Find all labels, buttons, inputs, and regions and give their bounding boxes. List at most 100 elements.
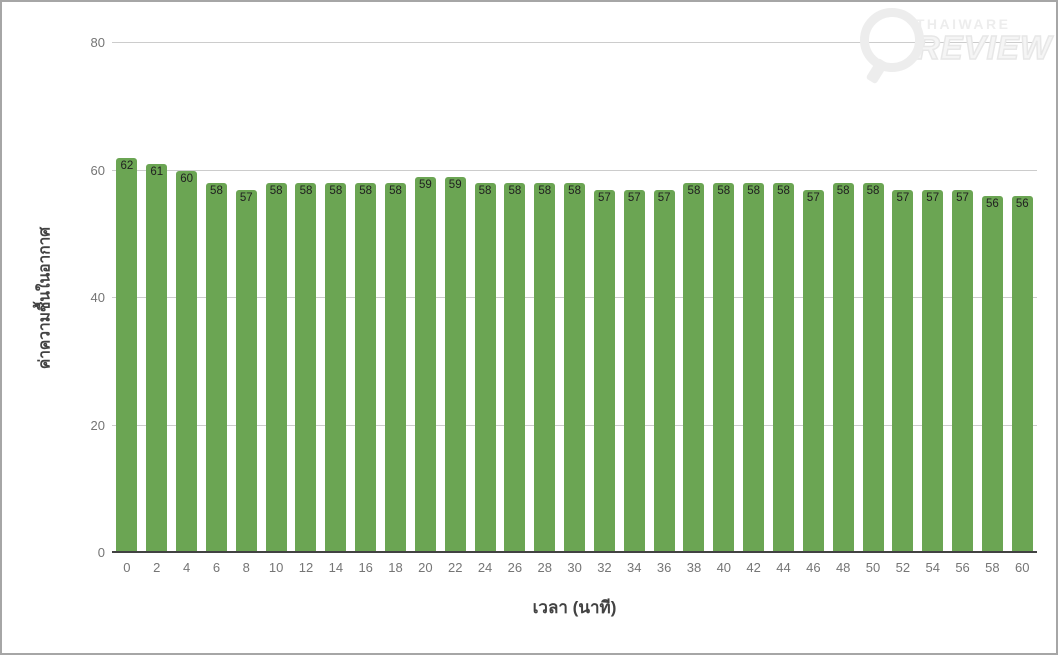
bar-x-24: 58	[474, 183, 496, 553]
x-tick-label: 0	[123, 560, 131, 575]
bar-x-18: 58	[385, 183, 407, 553]
y-tick-label: 20	[90, 417, 105, 433]
bar-value-label: 56	[1015, 198, 1029, 210]
bar-value-label: 58	[568, 185, 581, 198]
x-tick-label: 36	[656, 560, 672, 575]
watermark-brand-name: THAIWARE	[915, 15, 1011, 32]
bar-x-48: 58	[832, 183, 854, 553]
bar-value-label: 58	[478, 185, 492, 198]
bar-value-label: 56	[985, 198, 999, 210]
bar-x-60: 56	[1011, 196, 1033, 553]
y-tick-label: 60	[90, 162, 105, 178]
bar-slot: 60	[172, 43, 202, 553]
bar-value-label: 57	[598, 191, 611, 204]
bar-x-22: 59	[444, 176, 466, 553]
x-tick-label: 12	[298, 560, 314, 575]
bar-slot: 58	[321, 43, 351, 553]
x-tick-label: 40	[716, 560, 732, 575]
bar-x-26: 58	[504, 183, 526, 553]
bar-value-label: 57	[657, 191, 671, 204]
x-tick-label: 30	[567, 560, 582, 575]
bar-x-12: 58	[295, 183, 317, 553]
bar-slot: 58	[858, 43, 888, 553]
bar-slot: 58	[709, 43, 739, 553]
bar-x-0: 62	[116, 157, 138, 553]
bar-slot: 58	[530, 43, 560, 553]
bar-value-label: 57	[806, 191, 820, 204]
x-tick-label: 32	[597, 560, 612, 575]
bar-value-label: 60	[180, 172, 193, 185]
bar-value-label: 58	[299, 185, 313, 198]
bar-slot: 58	[769, 43, 799, 553]
bar-x-44: 58	[772, 183, 794, 553]
x-tick-label: 22	[447, 560, 463, 575]
bar-value-label: 57	[627, 191, 641, 204]
bar-slot: 57	[231, 43, 261, 553]
bar-value-label: 58	[866, 185, 880, 198]
bar-x-30: 58	[564, 183, 586, 553]
bar-value-label: 58	[538, 185, 552, 198]
x-tick-label: 34	[627, 560, 642, 575]
x-tick-label: 48	[835, 560, 851, 575]
y-tick-label: 80	[90, 35, 105, 50]
bar-x-16: 58	[355, 183, 377, 553]
bar-value-label: 58	[210, 185, 223, 198]
bar-slot: 58	[560, 43, 590, 553]
bar-x-40: 58	[713, 183, 735, 553]
bar-slot: 57	[590, 43, 620, 553]
bar-slot: 58	[351, 43, 381, 553]
y-tick-label: 40	[90, 290, 105, 305]
bar-value-label: 58	[836, 185, 850, 198]
plot-area: 62 61 60 58 57 58 58 58 58 58 59 59 58 58 58 58 57 57 57 58…	[112, 42, 1037, 553]
x-tick-label: 54	[925, 560, 940, 575]
bar-x-38: 58	[683, 183, 705, 553]
bar-slot: 56	[1007, 43, 1037, 553]
bar-x-46: 57	[802, 189, 824, 553]
x-tick-label: 20	[418, 560, 433, 575]
bar-x-36: 57	[653, 189, 675, 553]
x-axis-tick-labels: 0 2 4 6 8 10 12 14 16 18 20 22 24 26 28 30 32 34 36 38 40 42 4…	[112, 560, 1037, 575]
bar-x-54: 57	[922, 189, 944, 553]
bar-x-28: 58	[534, 183, 556, 553]
bar-slot: 57	[918, 43, 948, 553]
bar-value-label: 58	[329, 185, 343, 198]
bar-x-4: 60	[176, 170, 198, 553]
x-tick-label: 4	[182, 560, 191, 575]
x-tick-label: 38	[686, 560, 702, 575]
bar-x-2: 61	[146, 164, 168, 553]
bar-x-56: 57	[952, 189, 974, 553]
bar-slot: 57	[619, 43, 649, 553]
bar-x-32: 57	[593, 189, 615, 553]
bar-value-label: 58	[717, 185, 731, 198]
bar-x-58: 56	[981, 196, 1003, 553]
x-tick-label: 46	[806, 560, 821, 575]
x-tick-label: 16	[358, 560, 373, 575]
x-tick-label: 50	[865, 560, 881, 575]
gridline-y-60	[112, 169, 1037, 171]
bar-x-50: 58	[862, 183, 884, 553]
bar-value-label: 58	[777, 185, 790, 198]
bar-value-label: 59	[448, 178, 462, 191]
bar-slot: 57	[888, 43, 918, 553]
bar-slot: 58	[261, 43, 291, 553]
bar-value-label: 59	[418, 178, 432, 191]
x-axis-line	[112, 551, 1037, 553]
bar-slot: 58	[739, 43, 769, 553]
x-tick-label: 14	[328, 560, 344, 575]
bar-slot: 58	[679, 43, 709, 553]
x-tick-label: 18	[388, 560, 403, 575]
bar-x-42: 58	[743, 183, 765, 553]
gridline-y-80	[112, 42, 1037, 43]
bar-slot: 59	[440, 43, 470, 553]
x-tick-label: 8	[242, 560, 250, 575]
bar-x-20: 59	[414, 176, 436, 553]
bar-value-label: 57	[896, 191, 910, 204]
bar-slot: 58	[500, 43, 530, 553]
bar-x-8: 57	[235, 189, 257, 553]
bar-value-label: 58	[269, 185, 283, 198]
x-tick-label: 56	[955, 560, 970, 575]
bar-slot: 62	[112, 43, 142, 553]
bar-value-label: 62	[120, 159, 134, 172]
x-tick-label: 58	[985, 560, 1000, 575]
